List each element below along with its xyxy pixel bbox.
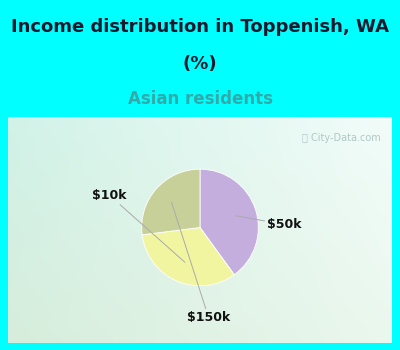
Text: Asian residents: Asian residents [128, 90, 272, 108]
Wedge shape [200, 169, 258, 275]
Text: $50k: $50k [236, 216, 302, 231]
Text: $150k: $150k [172, 202, 230, 324]
Text: $10k: $10k [92, 189, 185, 262]
Wedge shape [142, 228, 234, 286]
Wedge shape [142, 169, 200, 235]
Text: ⓘ City-Data.com: ⓘ City-Data.com [302, 133, 380, 143]
Text: Income distribution in Toppenish, WA: Income distribution in Toppenish, WA [11, 18, 389, 36]
Text: (%): (%) [183, 55, 217, 73]
